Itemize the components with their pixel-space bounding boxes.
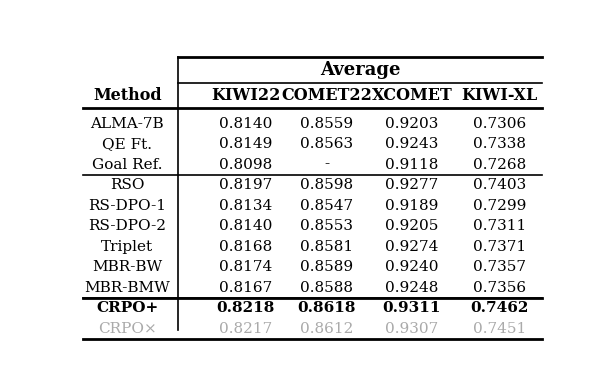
Text: 0.8618: 0.8618: [298, 301, 356, 315]
Text: Method: Method: [93, 87, 162, 104]
Text: 0.8098: 0.8098: [219, 158, 272, 171]
Text: 0.8218: 0.8218: [217, 301, 274, 315]
Text: 0.9189: 0.9189: [386, 199, 439, 213]
Text: 0.8140: 0.8140: [219, 219, 272, 233]
Text: 0.7306: 0.7306: [473, 117, 526, 131]
Text: MBR-BMW: MBR-BMW: [84, 281, 170, 295]
Text: COMET22: COMET22: [281, 87, 372, 104]
Text: 0.8559: 0.8559: [300, 117, 353, 131]
Text: 0.7311: 0.7311: [473, 219, 526, 233]
Text: 0.8553: 0.8553: [300, 219, 353, 233]
Text: 0.7357: 0.7357: [473, 260, 526, 274]
Text: 0.8598: 0.8598: [300, 178, 353, 192]
Text: 0.7299: 0.7299: [473, 199, 526, 213]
Text: 0.7338: 0.7338: [473, 137, 526, 151]
Text: -: -: [325, 158, 329, 171]
Text: 0.9205: 0.9205: [386, 219, 439, 233]
Text: 0.8140: 0.8140: [219, 117, 272, 131]
Text: CRPO×: CRPO×: [98, 322, 157, 336]
Text: RS-DPO-1: RS-DPO-1: [88, 199, 167, 213]
Text: 0.7403: 0.7403: [473, 178, 526, 192]
Text: 0.7462: 0.7462: [470, 301, 528, 315]
Text: 0.9277: 0.9277: [386, 178, 439, 192]
Text: KIWI-XL: KIWI-XL: [461, 87, 537, 104]
Text: RS-DPO-2: RS-DPO-2: [88, 219, 167, 233]
Text: 0.8563: 0.8563: [300, 137, 353, 151]
Text: 0.8168: 0.8168: [219, 240, 272, 254]
Text: 0.8547: 0.8547: [300, 199, 353, 213]
Text: 0.9203: 0.9203: [386, 117, 439, 131]
Text: 0.7356: 0.7356: [473, 281, 526, 295]
Text: RSO: RSO: [110, 178, 145, 192]
Text: 0.8612: 0.8612: [300, 322, 354, 336]
Text: 0.7371: 0.7371: [473, 240, 526, 254]
Text: 0.9243: 0.9243: [386, 137, 439, 151]
Text: 0.9118: 0.9118: [386, 158, 439, 171]
Text: Triplet: Triplet: [101, 240, 153, 254]
Text: ALMA-7B: ALMA-7B: [90, 117, 164, 131]
Text: XCOMET: XCOMET: [371, 87, 452, 104]
Text: 0.8167: 0.8167: [219, 281, 272, 295]
Text: 0.9248: 0.9248: [386, 281, 439, 295]
Text: 0.9274: 0.9274: [386, 240, 439, 254]
Text: MBR-BW: MBR-BW: [92, 260, 162, 274]
Text: KIWI22: KIWI22: [211, 87, 280, 104]
Text: 0.8134: 0.8134: [219, 199, 272, 213]
Text: CRPO+: CRPO+: [96, 301, 159, 315]
Text: 0.8581: 0.8581: [300, 240, 353, 254]
Text: 0.7268: 0.7268: [473, 158, 526, 171]
Text: 0.9240: 0.9240: [385, 260, 439, 274]
Text: 0.8174: 0.8174: [219, 260, 272, 274]
Text: Goal Ref.: Goal Ref.: [92, 158, 162, 171]
Text: 0.9307: 0.9307: [386, 322, 439, 336]
Text: 0.8197: 0.8197: [219, 178, 272, 192]
Text: 0.8588: 0.8588: [300, 281, 353, 295]
Text: Average: Average: [320, 61, 400, 79]
Text: QE Ft.: QE Ft.: [102, 137, 152, 151]
Text: 0.8149: 0.8149: [219, 137, 272, 151]
Text: 0.9311: 0.9311: [382, 301, 441, 315]
Text: 0.8217: 0.8217: [219, 322, 272, 336]
Text: 0.7451: 0.7451: [473, 322, 526, 336]
Text: 0.8589: 0.8589: [300, 260, 353, 274]
